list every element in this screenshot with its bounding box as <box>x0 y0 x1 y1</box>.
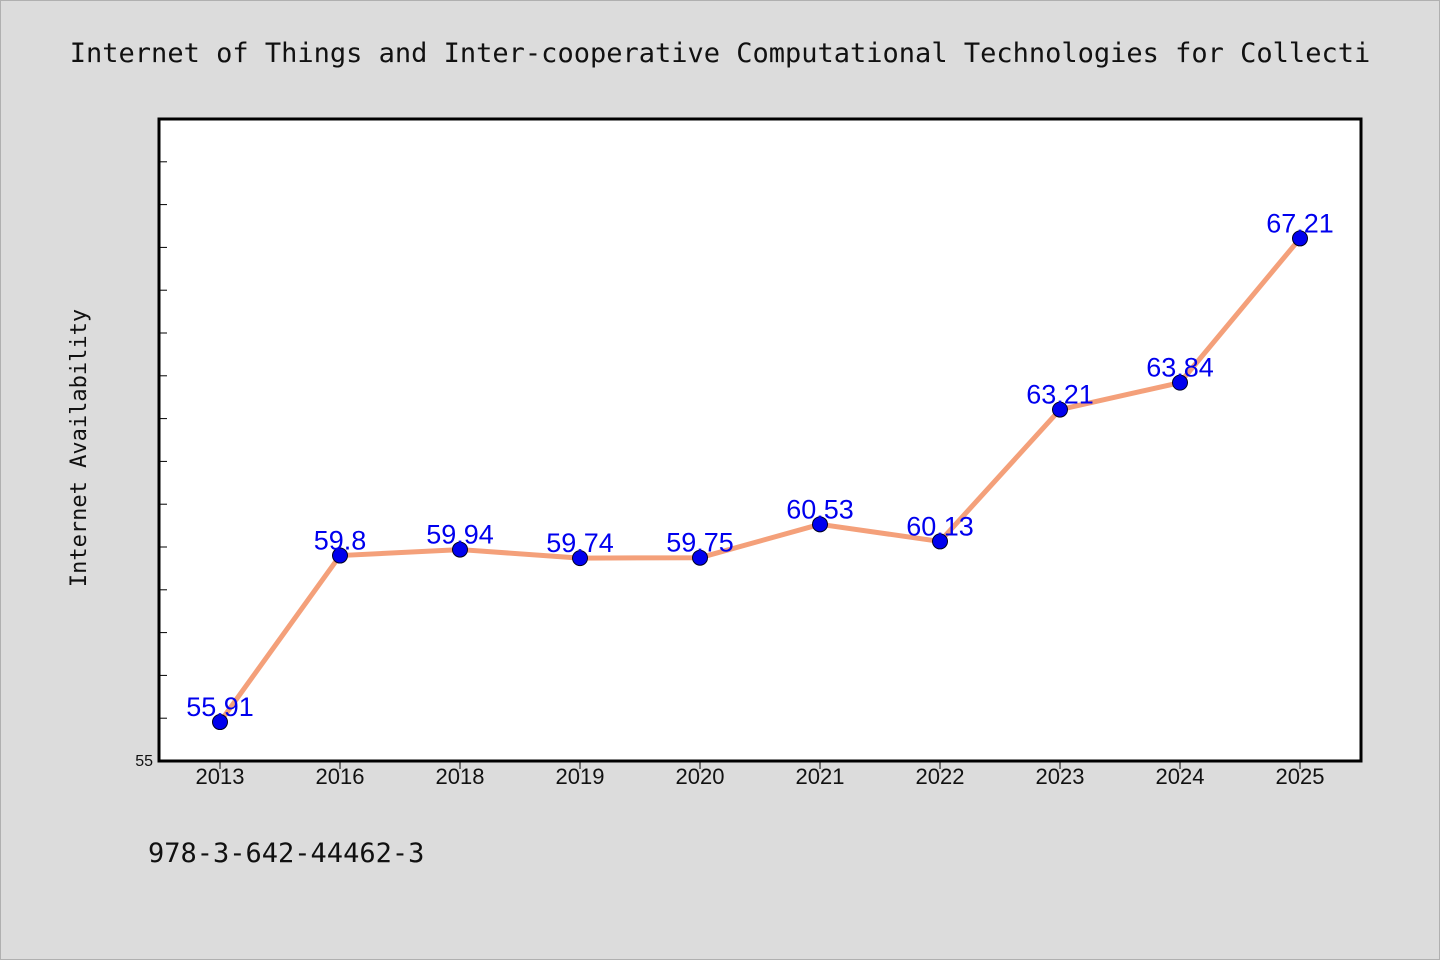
series-line <box>217 235 1303 725</box>
isbn-footer: 978-3-642-44462-3 <box>148 838 424 869</box>
data-point <box>1052 401 1068 418</box>
data-label: 59.74 <box>546 528 614 558</box>
data-point <box>1172 374 1188 391</box>
data-label: 63.84 <box>1146 353 1214 383</box>
data-label: 60.13 <box>906 511 974 541</box>
data-point <box>692 549 708 566</box>
x-tick-label: 2023 <box>1036 764 1085 789</box>
data-label: 67.21 <box>1266 208 1334 238</box>
data-label: 59.94 <box>426 520 494 550</box>
x-tick-label: 2013 <box>196 764 245 789</box>
y-tick-label: 55 <box>135 753 153 770</box>
y-axis-ticks: 55 <box>135 161 167 770</box>
data-point <box>572 550 588 567</box>
x-tick-label: 2025 <box>1276 764 1325 789</box>
data-point <box>812 516 828 533</box>
data-point <box>212 714 228 731</box>
chart-title: Internet of Things and Inter-cooperative… <box>70 38 1370 69</box>
data-label: 55.91 <box>186 692 254 722</box>
x-tick-label: 2022 <box>916 764 965 789</box>
x-tick-label: 2019 <box>556 764 605 789</box>
x-axis-ticks: 2013 2016 2018 2019 2020 2021 2022 2023 2024 2025 <box>196 761 1325 789</box>
data-point <box>1292 230 1308 247</box>
data-label: 59.8 <box>314 526 367 556</box>
data-point <box>452 541 468 558</box>
y-axis-label: Internet Availability <box>67 309 92 587</box>
data-label-layer: 55.91 59.8 59.94 59.74 59.75 60.53 60.13 63.21 6… <box>186 208 1334 722</box>
data-point <box>932 533 948 550</box>
data-label: 60.53 <box>786 494 854 524</box>
x-tick-label: 2020 <box>676 764 725 789</box>
x-tick-label: 2018 <box>436 764 485 789</box>
x-tick-label: 2024 <box>1156 764 1205 789</box>
data-label: 59.75 <box>666 528 734 558</box>
data-label: 63.21 <box>1026 380 1094 410</box>
plot-area <box>157 117 1363 763</box>
x-tick-label: 2021 <box>796 764 845 789</box>
data-point <box>332 547 348 564</box>
series-layer <box>212 230 1308 731</box>
x-tick-label: 2016 <box>316 764 365 789</box>
